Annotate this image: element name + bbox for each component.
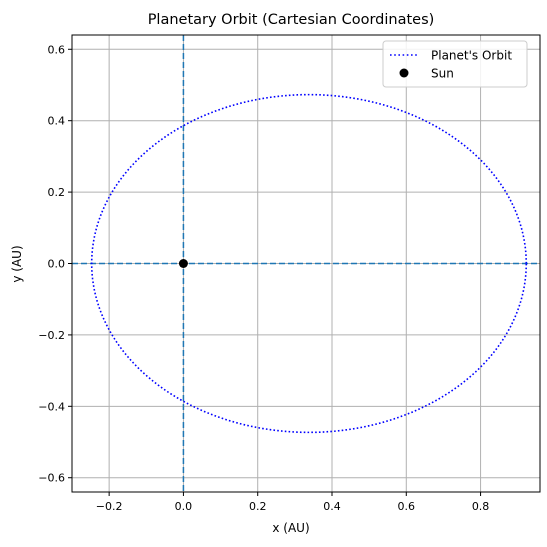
legend-box	[382, 40, 528, 88]
x-tick-label: 0.8	[472, 500, 490, 513]
y-tick-label: −0.2	[38, 329, 65, 342]
legend-sun-marker	[399, 68, 409, 78]
orbit-line	[90, 93, 528, 434]
legend-orbit-label: Planet's Orbit	[431, 49, 512, 63]
y-axis-ticks: −0.6 −0.4 −0.2 0.0 0.2 0.4 0.6	[38, 43, 72, 485]
y-tick-label: 0.6	[48, 43, 66, 56]
x-tick-label: −0.2	[96, 500, 123, 513]
x-tick-label: 0.6	[398, 500, 416, 513]
x-tick-label: 0.2	[249, 500, 267, 513]
y-tick-label: 0.0	[48, 258, 66, 271]
legend: Planet's Orbit Sun	[382, 40, 528, 88]
orbit-series	[90, 93, 528, 434]
x-tick-label: 0.4	[323, 500, 341, 513]
y-tick-label: 0.4	[48, 115, 66, 128]
y-tick-label: 0.2	[48, 186, 66, 199]
x-axis-label: x (AU)	[272, 521, 309, 535]
legend-sun-label: Sun	[431, 67, 454, 81]
chart-title: Planetary Orbit (Cartesian Coordinates)	[148, 12, 435, 28]
y-axis-label: y (AU)	[10, 245, 24, 282]
x-axis-ticks: −0.2 0.0 0.2 0.4 0.6 0.8	[96, 492, 490, 513]
sun-series	[178, 259, 188, 268]
sun-point	[178, 259, 188, 268]
y-tick-label: −0.4	[38, 400, 65, 413]
y-tick-label: −0.6	[38, 472, 65, 485]
x-tick-label: 0.0	[175, 500, 193, 513]
